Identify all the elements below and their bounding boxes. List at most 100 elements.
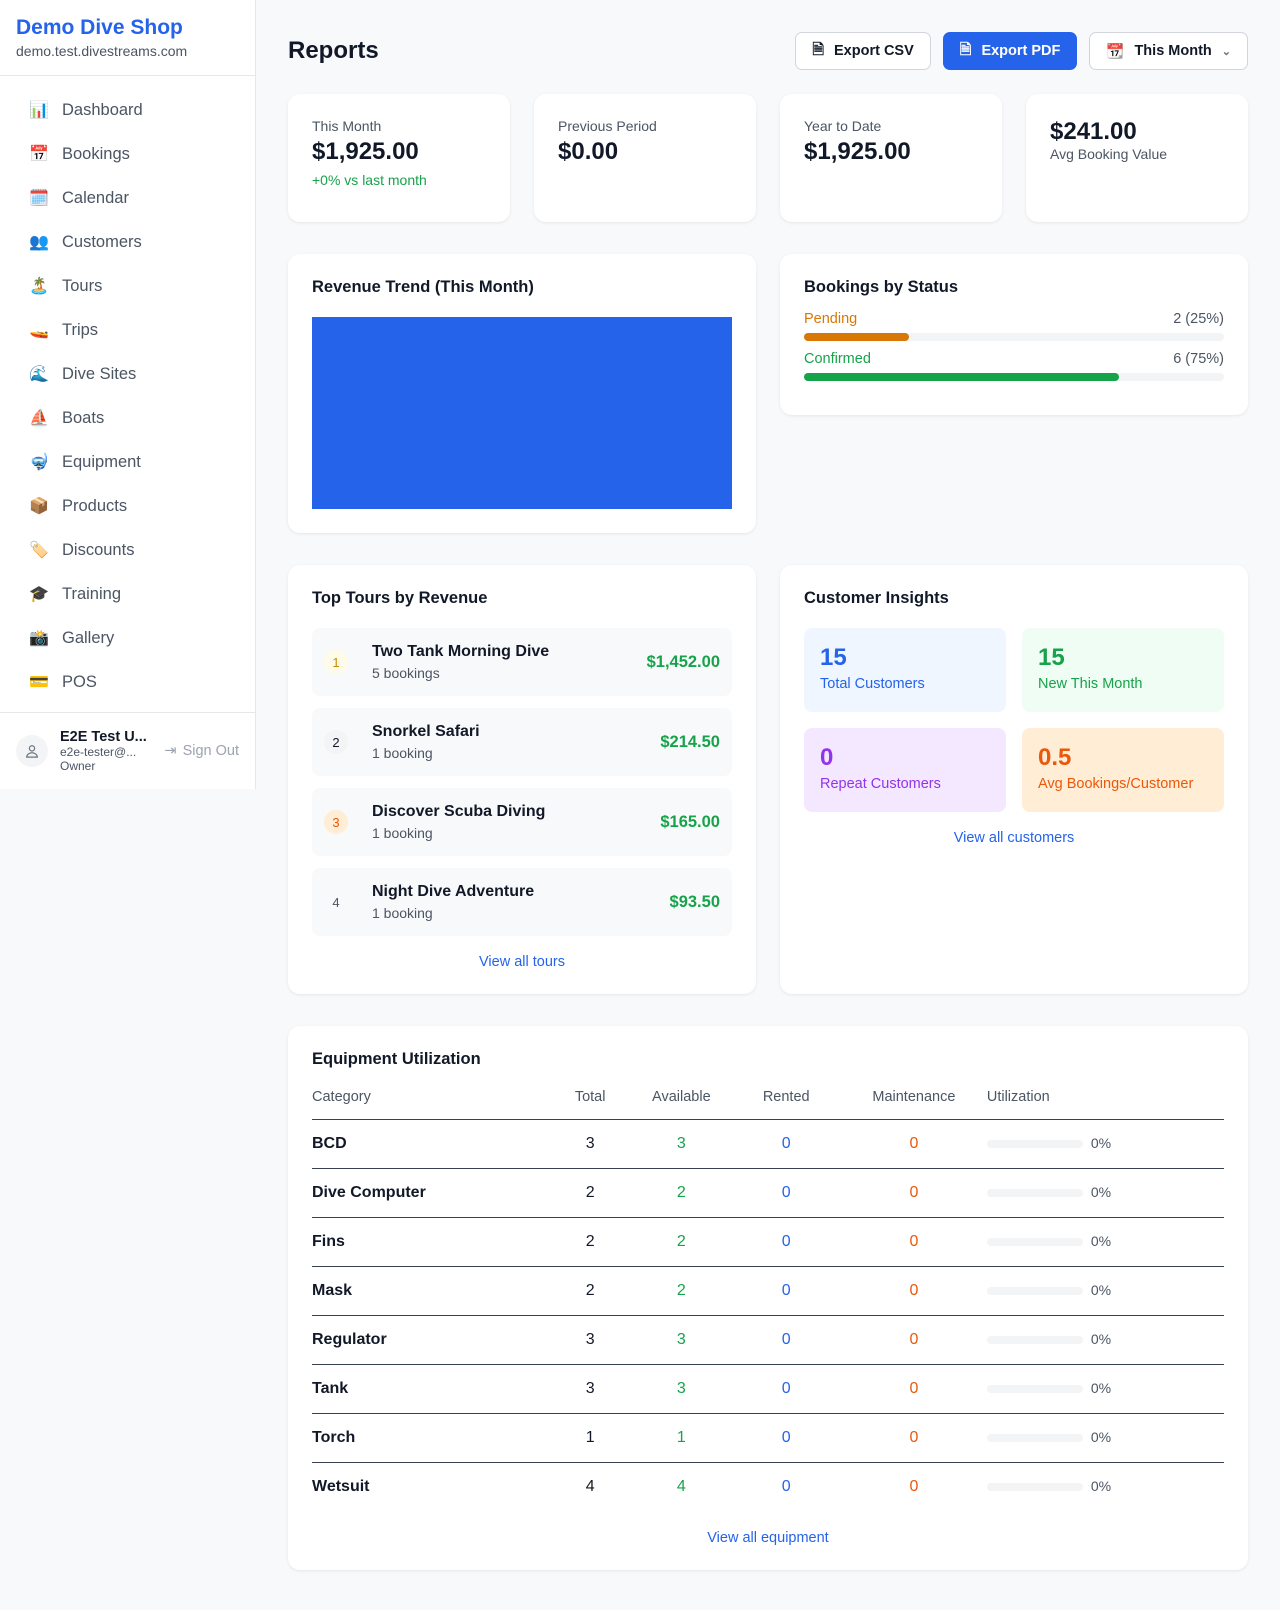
sidebar-item-trips[interactable]: 🚤 Trips [16,308,239,352]
cell-rented: 0 [731,1413,841,1463]
page-title: Reports [288,37,379,64]
status-label: Pending [804,311,858,327]
tour-bookings: 1 booking [372,745,433,761]
tour-bookings: 1 booking [372,825,433,841]
insight-label: Repeat Customers [820,776,941,792]
insight-total-customers: 15 Total Customers [804,628,1006,712]
training-icon: 🎓 [29,586,49,603]
top-tours-card: Top Tours by Revenue 1 Two Tank Morning D… [288,565,756,994]
view-all-tours-link[interactable]: View all tours [479,954,565,970]
sidebar-item-label: POS [62,672,97,691]
sidebar-item-label: Gallery [62,628,115,647]
utilization-bar [986,1433,1083,1442]
cell-total: 2 [549,1168,632,1218]
table-row: Tank 3 3 0 0 0% [312,1364,1224,1414]
table-row: BCD 3 3 0 0 0% [312,1119,1224,1169]
sidebar-item-label: Products [62,496,128,515]
cell-maintenance: 0 [840,1168,987,1218]
view-all-customers-link[interactable]: View all customers [953,830,1075,846]
sidebar-item-label: Calendar [62,188,129,207]
tour-item[interactable]: 3 Discover Scuba Diving 1 booking $165.00 [312,788,732,856]
cell-utilization: 0% [1090,1331,1112,1347]
sign-out-button[interactable]: ⇥ Sign Out [164,743,239,759]
sidebar-item-calendar[interactable]: 🗓️ Calendar [16,176,239,220]
sidebar-item-training[interactable]: 🎓 Training [16,572,239,616]
card-title: Equipment Utilization [312,1050,481,1068]
cell-available: 4 [676,1478,686,1496]
cell-total: 3 [549,1364,632,1414]
tour-revenue: $165.00 [660,812,720,831]
sidebar-item-dive-sites[interactable]: 🌊 Dive Sites [16,352,239,396]
brand: Demo Dive Shop demo.test.divestreams.com [0,0,255,76]
sidebar-item-label: Dive Sites [62,364,137,383]
sidebar-item-bookings[interactable]: 📅 Bookings [16,132,239,176]
period-value: This Month [1134,43,1212,59]
customer-insights-card: Customer Insights 15 Total Customers 15 New… [780,565,1248,994]
view-all-equipment-link[interactable]: View all equipment [707,1529,829,1546]
revenue-chart-bar [312,317,732,509]
tour-revenue: $93.50 [669,892,720,911]
tour-bookings: 1 booking [372,905,433,921]
cell-available: 2 [631,1168,732,1218]
file-download-icon: 🗎 [812,41,824,58]
cell-category: Dive Computer [312,1168,550,1218]
utilization-bar [986,1139,1083,1148]
cell-rented: 0 [731,1119,841,1169]
cell-total: 2 [549,1266,632,1316]
tour-revenue: $1,452.00 [646,652,720,671]
equipment-utilization-card: Equipment Utilization Category Total Avail… [288,1026,1248,1570]
insight-avg-bookings-customer: 0.5 Avg Bookings/Customer [1022,728,1224,812]
cell-rented: 0 [731,1168,841,1218]
column-header: Maintenance [840,1081,987,1120]
period-select[interactable]: 📆 This Month ⌄ [1089,32,1248,70]
trips-icon: 🚤 [29,322,49,339]
bookings-status-card: Bookings by Status Pending 2 (25%) Confirm… [780,254,1248,415]
sidebar-item-products[interactable]: 📦 Products [16,484,239,528]
cell-total: 3 [549,1119,632,1169]
sidebar-item-equipment[interactable]: 🤿 Equipment [16,440,239,484]
cell-maintenance: 0 [840,1413,987,1463]
cell-available: 2 [631,1217,732,1267]
sidebar-item-discounts[interactable]: 🏷️ Discounts [16,528,239,572]
status-row-confirmed: Confirmed 6 (75%) [804,351,1224,381]
sidebar-item-dashboard[interactable]: 📊 Dashboard [16,88,239,132]
stat-previous-period: Previous Period $0.00 [534,94,756,222]
sidebar-item-label: Equipment [62,452,141,471]
sidebar-item-boats[interactable]: ⛵ Boats [16,396,239,440]
tour-item[interactable]: 2 Snorkel Safari 1 booking $214.50 [312,708,732,776]
tour-bookings: 5 bookings [372,665,440,681]
cell-maintenance: 0 [840,1217,987,1267]
stat-change: +0% vs last month [312,172,427,188]
file-download-icon: 🗎 [959,41,972,58]
shop-name[interactable]: Demo Dive Shop [16,16,183,39]
sidebar-item-gallery[interactable]: 📸 Gallery [16,616,239,660]
sidebar-item-pos[interactable]: 💳 POS [16,660,239,704]
utilization-bar [986,1384,1083,1393]
main-content: Reports 🗎 Export CSV 🗎 Export PDF 📆 This Mo… [256,0,1280,1602]
tour-item[interactable]: 4 Night Dive Adventure 1 booking $93.50 [312,868,732,936]
column-header: Category [312,1081,550,1120]
tour-name: Night Dive Adventure [372,883,535,900]
utilization-bar [986,1188,1083,1197]
cell-utilization: 0% [1090,1233,1112,1249]
cell-maintenance: 0 [909,1478,919,1496]
cell-total: 1 [549,1413,632,1463]
stat-label: Year to Date [804,118,882,134]
tour-item[interactable]: 1 Two Tank Morning Dive 5 bookings $1,452.0… [312,628,732,696]
sidebar-item-tours[interactable]: 🏝️ Tours [16,264,239,308]
insight-repeat-customers: 0 Repeat Customers [804,728,1006,812]
tour-rank-badge: 4 [332,894,340,910]
cell-utilization: 0% [1090,1429,1112,1445]
export-csv-button[interactable]: 🗎 Export CSV [795,32,931,70]
tour-rank-badge: 3 [324,810,348,834]
sidebar-item-customers[interactable]: 👥 Customers [16,220,239,264]
cell-rented: 0 [731,1217,841,1267]
card-title: Top Tours by Revenue [312,589,488,607]
export-pdf-button[interactable]: 🗎 Export PDF [942,32,1078,70]
cell-total: 2 [549,1217,632,1267]
stat-this-month: This Month $1,925.00 +0% vs last month [288,94,510,222]
cell-utilization: 0% [1090,1184,1112,1200]
sidebar-item-label: Bookings [62,144,130,163]
customers-icon: 👥 [29,234,49,251]
cell-maintenance: 0 [840,1315,987,1365]
